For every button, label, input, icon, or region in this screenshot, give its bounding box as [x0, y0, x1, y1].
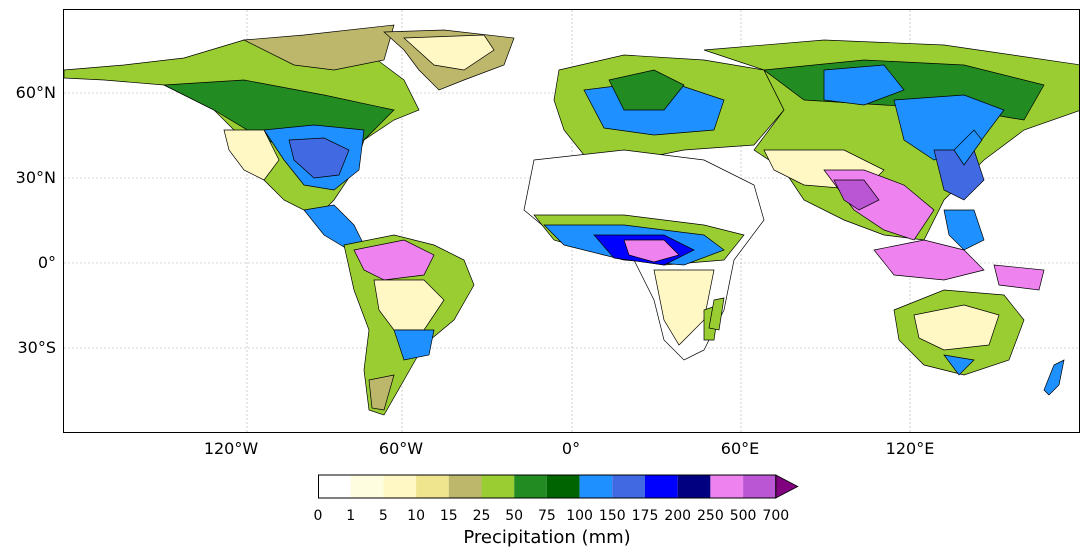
lat-label-30s: 30°S	[17, 338, 56, 357]
colorbar-swatch	[579, 475, 613, 498]
lon-label-0: 0°	[561, 439, 581, 458]
map-panel	[63, 9, 1080, 433]
colorbar-tick-row: 0 1 5 10 15 25 50 75 100 150 175 200 250 500 700	[300, 508, 820, 526]
colorbar-swatch	[743, 475, 776, 498]
africa	[523, 149, 765, 361]
madagascar	[708, 297, 725, 331]
australia	[893, 289, 1025, 376]
colorbar-tick-label: 5	[378, 508, 388, 524]
maritime-southeast-asia	[873, 209, 1045, 291]
lon-label-120w: 120°W	[203, 439, 259, 458]
colorbar-swatch	[448, 475, 482, 498]
colorbar-swatch	[677, 475, 711, 498]
colorbar-tick-label: 700	[762, 508, 790, 524]
colorbar-swatches	[318, 474, 799, 499]
lat-label-0: 0°	[37, 253, 56, 272]
colorbar-swatch	[383, 475, 417, 498]
colorbar-tick-label: 250	[697, 508, 724, 524]
colorbar-tick-label: 0	[313, 508, 323, 524]
lon-label-60w: 60°W	[378, 439, 424, 458]
north-america	[64, 24, 420, 251]
colorbar-tick-label: 15	[439, 508, 458, 524]
colorbar-swatch	[645, 475, 678, 498]
colorbar-tick-label: 150	[598, 508, 626, 524]
lon-label-120e: 120°E	[885, 439, 935, 458]
colorbar-swatch	[514, 475, 547, 498]
south-america	[343, 234, 475, 416]
colorbar-swatch	[612, 475, 645, 498]
colorbar-tick-label: 500	[729, 508, 757, 524]
colorbar-tick-label: 25	[472, 508, 491, 524]
colorbar-outline	[318, 474, 777, 499]
colorbar-title: Precipitation (mm)	[463, 527, 631, 548]
lat-label-30n: 30°N	[15, 168, 56, 187]
greenland	[383, 29, 515, 91]
colorbar-swatch	[318, 475, 351, 498]
asia	[703, 39, 1079, 241]
colorbar	[318, 474, 803, 504]
colorbar-tick-label: 175	[631, 508, 659, 524]
colorbar-swatch	[546, 475, 580, 498]
japan	[953, 129, 983, 166]
colorbar-tick-label: 75	[537, 508, 556, 524]
colorbar-swatch	[481, 475, 515, 498]
colorbar-tick-label: 100	[566, 508, 593, 524]
precipitation-map	[64, 10, 1079, 432]
new-zealand	[1043, 359, 1065, 396]
lat-label-60n: 60°N	[15, 83, 56, 102]
colorbar-swatch	[350, 475, 384, 498]
colorbar-swatch	[710, 475, 744, 498]
colorbar-tick-label: 1	[346, 508, 356, 524]
colorbar-extend-arrow	[775, 474, 799, 499]
europe	[553, 54, 785, 161]
colorbar-tick-label: 50	[505, 508, 524, 524]
colorbar-swatch	[416, 475, 449, 498]
colorbar-tick-label: 10	[407, 508, 425, 524]
colorbar-tick-label: 200	[664, 508, 692, 524]
lon-label-60e: 60°E	[720, 439, 760, 458]
